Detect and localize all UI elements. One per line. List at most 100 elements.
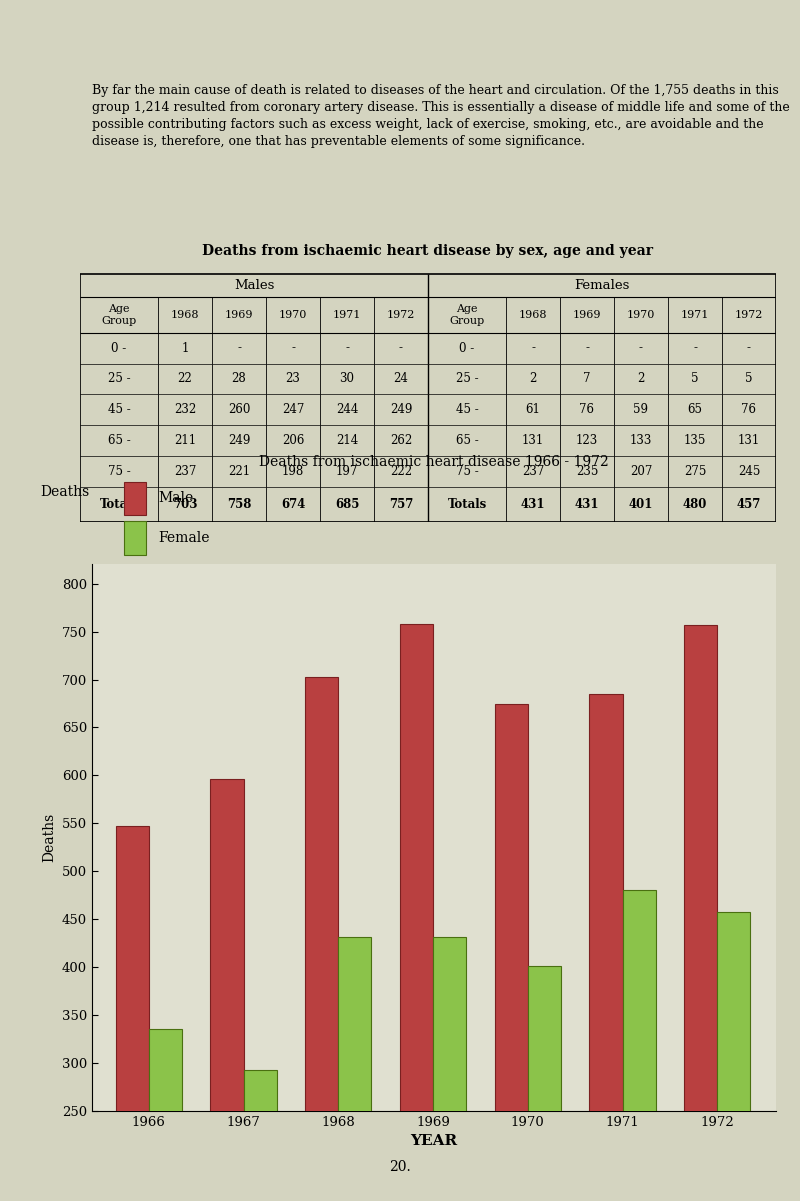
Text: 123: 123: [576, 435, 598, 447]
Text: 2: 2: [638, 372, 645, 386]
Text: Totals: Totals: [99, 498, 138, 512]
Text: 197: 197: [336, 465, 358, 478]
Text: 1972: 1972: [735, 310, 763, 319]
Text: 30: 30: [339, 372, 354, 386]
Text: 45 -: 45 -: [108, 404, 130, 417]
Text: Age
Group: Age Group: [450, 304, 485, 325]
Bar: [622, 890, 656, 1201]
Text: Males: Males: [234, 279, 274, 292]
Text: 431: 431: [574, 498, 599, 512]
Text: 198: 198: [282, 465, 304, 478]
Text: Deaths: Deaths: [40, 485, 90, 500]
Text: 76: 76: [742, 404, 757, 417]
Text: 206: 206: [282, 435, 304, 447]
Bar: [684, 625, 718, 1201]
Text: 237: 237: [174, 465, 196, 478]
Text: 1968: 1968: [518, 310, 547, 319]
Text: 245: 245: [738, 465, 760, 478]
Text: 237: 237: [522, 465, 544, 478]
Text: 214: 214: [336, 435, 358, 447]
Text: 244: 244: [336, 404, 358, 417]
Text: 221: 221: [228, 465, 250, 478]
Text: 25 -: 25 -: [456, 372, 478, 386]
Bar: [116, 826, 149, 1201]
Text: 0 -: 0 -: [111, 341, 126, 354]
Text: 133: 133: [630, 435, 652, 447]
Text: 131: 131: [738, 435, 760, 447]
Text: 75 -: 75 -: [108, 465, 130, 478]
Text: 480: 480: [683, 498, 707, 512]
Text: Male: Male: [158, 491, 194, 506]
Text: 674: 674: [281, 498, 305, 512]
Text: Age
Group: Age Group: [102, 304, 137, 325]
Text: -: -: [237, 341, 241, 354]
Text: -: -: [399, 341, 403, 354]
Text: 703: 703: [173, 498, 198, 512]
Text: 401: 401: [629, 498, 653, 512]
Bar: [590, 694, 622, 1201]
Text: Deaths from ischaemic heart disease by sex, age and year: Deaths from ischaemic heart disease by s…: [202, 245, 654, 258]
Text: -: -: [747, 341, 751, 354]
Text: 25 -: 25 -: [108, 372, 130, 386]
Text: 275: 275: [684, 465, 706, 478]
Text: 23: 23: [286, 372, 301, 386]
Text: 249: 249: [228, 435, 250, 447]
Text: 757: 757: [389, 498, 413, 512]
Text: 1970: 1970: [279, 310, 307, 319]
Text: 262: 262: [390, 435, 412, 447]
Text: 431: 431: [521, 498, 546, 512]
Text: -: -: [693, 341, 697, 354]
Text: 207: 207: [630, 465, 652, 478]
Bar: [494, 705, 528, 1201]
Text: -: -: [585, 341, 589, 354]
Text: 76: 76: [579, 404, 594, 417]
Text: 75 -: 75 -: [456, 465, 478, 478]
Text: Female: Female: [158, 531, 210, 545]
Text: Deaths from ischaemic heart disease 1966 - 1972: Deaths from ischaemic heart disease 1966…: [259, 455, 609, 470]
Text: 1969: 1969: [573, 310, 602, 319]
Bar: [718, 913, 750, 1201]
Bar: [243, 1070, 277, 1201]
Text: 61: 61: [526, 404, 541, 417]
Bar: [210, 779, 243, 1201]
Text: Females: Females: [574, 279, 630, 292]
X-axis label: YEAR: YEAR: [410, 1134, 458, 1148]
Bar: [528, 966, 561, 1201]
Text: 1970: 1970: [627, 310, 655, 319]
Text: -: -: [345, 341, 349, 354]
Bar: [149, 1029, 182, 1201]
Bar: [400, 623, 433, 1201]
Text: 1: 1: [182, 341, 189, 354]
Text: 59: 59: [634, 404, 649, 417]
Text: 211: 211: [174, 435, 196, 447]
Text: 232: 232: [174, 404, 196, 417]
Bar: [305, 676, 338, 1201]
Text: 5: 5: [746, 372, 753, 386]
Text: 247: 247: [282, 404, 304, 417]
Text: 1971: 1971: [681, 310, 709, 319]
Text: 1972: 1972: [387, 310, 415, 319]
Text: 20.: 20.: [389, 1160, 411, 1173]
Text: By far the main cause of death is related to diseases of the heart and circulati: By far the main cause of death is relate…: [91, 84, 790, 148]
Text: 249: 249: [390, 404, 412, 417]
Text: 24: 24: [394, 372, 409, 386]
Y-axis label: Deaths: Deaths: [42, 813, 56, 862]
Text: 1971: 1971: [333, 310, 361, 319]
Text: 135: 135: [684, 435, 706, 447]
Text: 0 -: 0 -: [459, 341, 474, 354]
Text: 235: 235: [576, 465, 598, 478]
Text: -: -: [291, 341, 295, 354]
Text: 685: 685: [335, 498, 359, 512]
Text: 2: 2: [530, 372, 537, 386]
Text: 131: 131: [522, 435, 544, 447]
Text: 222: 222: [390, 465, 412, 478]
Text: 457: 457: [737, 498, 761, 512]
Bar: [433, 938, 466, 1201]
Text: 22: 22: [178, 372, 192, 386]
Text: 65 -: 65 -: [108, 435, 130, 447]
Text: 7: 7: [583, 372, 590, 386]
Text: 1968: 1968: [170, 310, 199, 319]
Text: 28: 28: [232, 372, 246, 386]
Text: 1969: 1969: [225, 310, 254, 319]
Text: -: -: [639, 341, 643, 354]
